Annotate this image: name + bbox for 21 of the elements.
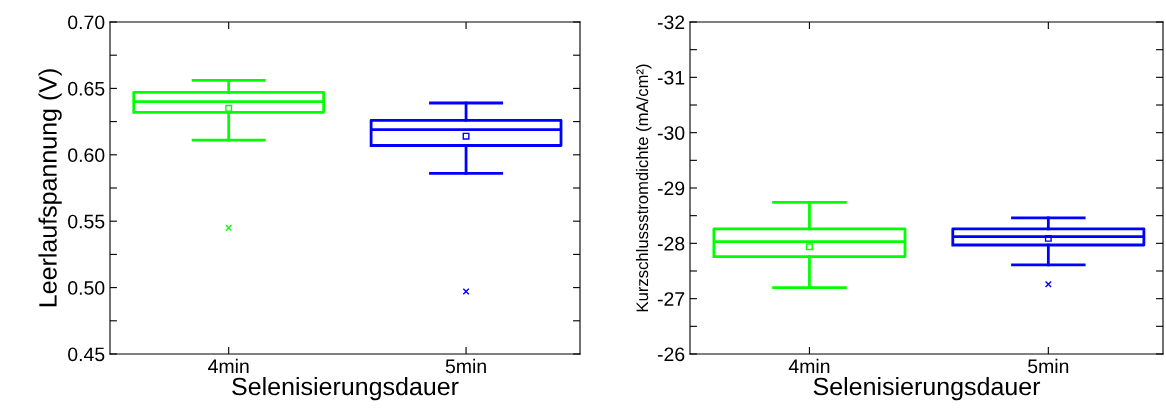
x-tick-label: 4min: [208, 358, 249, 373]
y-tick-label: -31: [657, 70, 685, 85]
y-tick-label: 0.60: [68, 148, 105, 163]
y-axis-title: Kurzschlussstromdichte (mA/cm²): [635, 64, 652, 312]
y-tick-label: 0.45: [68, 347, 105, 362]
x-tick-label: 5min: [445, 358, 486, 374]
y-tick-label: 0.55: [68, 214, 105, 229]
x-tick-label: 5min: [1028, 358, 1069, 374]
y-tick-label: -28: [657, 236, 685, 251]
x-axis-title: Selenisierungsdauer: [232, 376, 459, 401]
y-tick-label: -29: [657, 181, 685, 196]
y-axis-title: Leerlaufspannung (V): [38, 69, 62, 307]
y-tick-label: -26: [657, 347, 685, 362]
x-tick-label: 4min: [788, 358, 830, 373]
y-tick-label: -32: [657, 15, 685, 30]
x-axis-title: Selenisierungsdauer: [813, 376, 1041, 401]
y-tick-label: 0.70: [68, 15, 105, 30]
y-tick-label: 0.65: [68, 81, 105, 96]
y-tick-label: -30: [657, 126, 685, 140]
y-tick-label: -27: [657, 292, 685, 306]
y-tick-label: 0.50: [68, 281, 105, 295]
